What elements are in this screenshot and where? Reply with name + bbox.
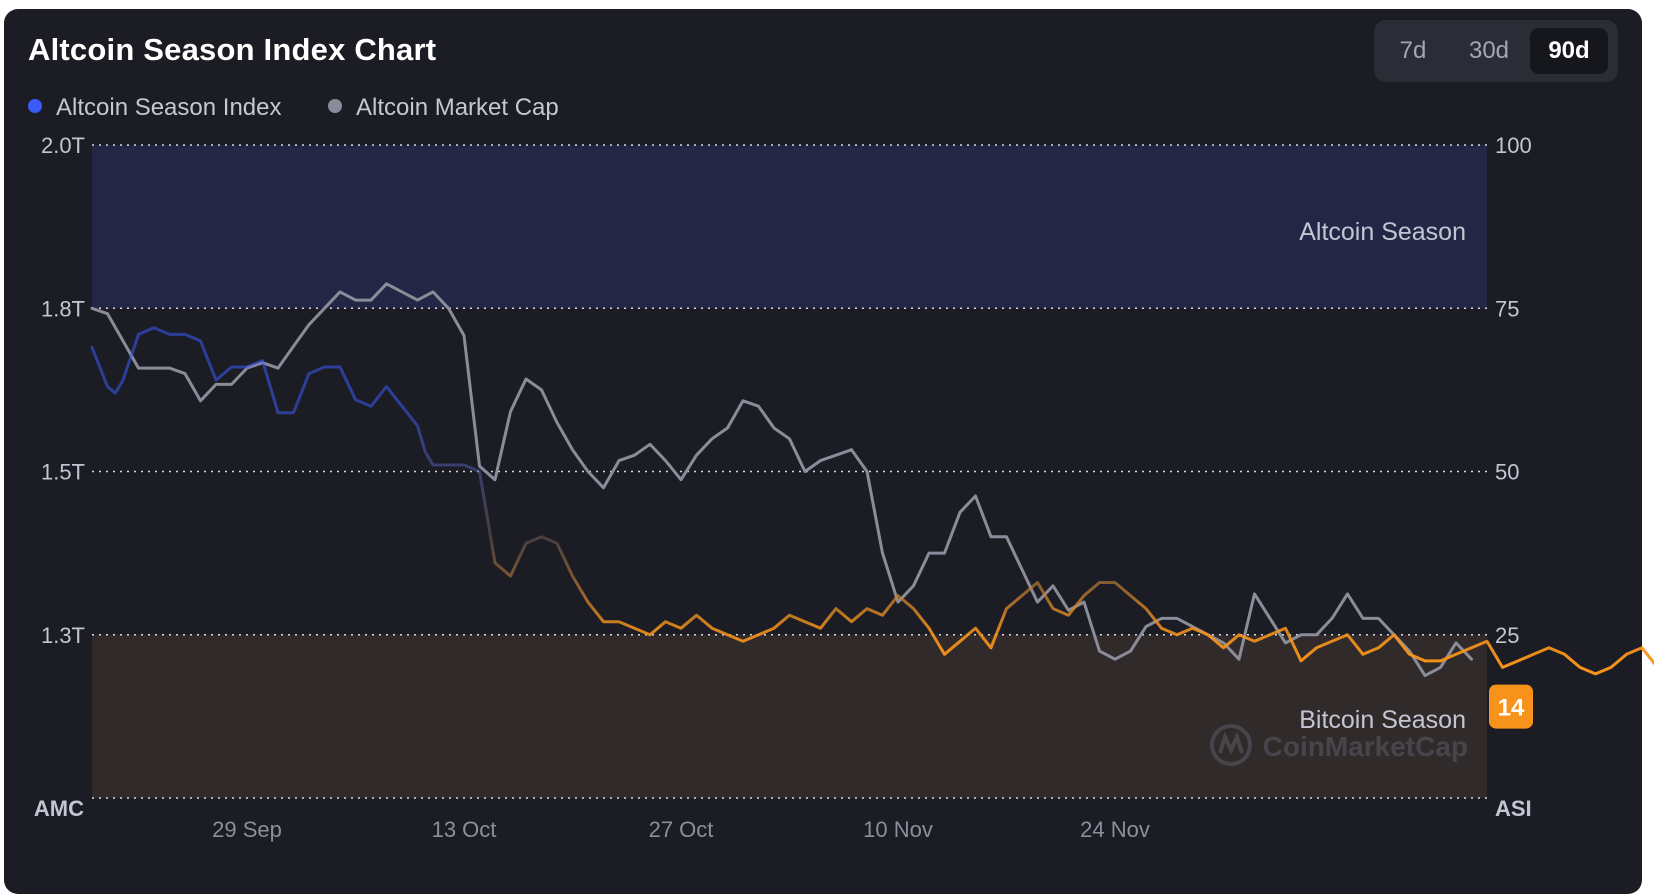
- legend-dot-icon: [28, 99, 42, 113]
- left-tick-label: 2.0T: [41, 133, 85, 158]
- bitcoin-season-label: Bitcoin Season: [1299, 706, 1466, 734]
- left-tick-label: 1.3T: [41, 623, 85, 648]
- coinmarketcap-logo-icon: [1210, 724, 1252, 766]
- altcoin-season-zone: [92, 145, 1487, 309]
- tab-7d[interactable]: 7d: [1399, 37, 1427, 64]
- chart-title: Altcoin Season Index Chart: [28, 32, 437, 67]
- current-value-badge: [1489, 684, 1533, 729]
- left-axis-title: AMC: [34, 796, 84, 821]
- legend-label: Altcoin Market Cap: [356, 94, 559, 121]
- legend-item-altcoin-season-index[interactable]: Altcoin Season Index: [28, 94, 281, 122]
- x-tick-label: 10 Nov: [863, 817, 933, 842]
- left-tick-label: 1.8T: [41, 296, 85, 321]
- x-tick-label: 27 Oct: [649, 817, 714, 842]
- x-tick-label: 24 Nov: [1080, 817, 1150, 842]
- right-tick-label: 100: [1495, 133, 1532, 158]
- right-tick-label: 25: [1495, 623, 1519, 648]
- x-tick-label: 29 Sep: [212, 817, 282, 842]
- market-cap-line: [90, 282, 1473, 678]
- right-tick-label: 50: [1495, 460, 1519, 485]
- legend-label: Altcoin Season Index: [56, 94, 282, 121]
- watermark-text: CoinMarketCap: [1263, 731, 1468, 762]
- tab-30d[interactable]: 30d: [1468, 37, 1510, 64]
- current-value-label: 14: [1498, 695, 1525, 722]
- right-tick-label: 75: [1495, 296, 1519, 321]
- altcoin-season-label: Altcoin Season: [1299, 218, 1466, 246]
- left-tick-label: 1.5T: [41, 460, 85, 485]
- x-tick-label: 13 Oct: [432, 817, 497, 842]
- legend-item-altcoin-market-cap[interactable]: Altcoin Market Cap: [328, 94, 559, 122]
- legend-dot-icon: [328, 99, 342, 113]
- tab-90d[interactable]: 90d: [1530, 28, 1608, 74]
- range-tabs: 7d 30d 90d: [1374, 20, 1618, 82]
- right-axis-title: ASI: [1495, 796, 1532, 821]
- bitcoin-season-zone: [92, 634, 1487, 798]
- altcoin-season-index-line: [90, 326, 1654, 676]
